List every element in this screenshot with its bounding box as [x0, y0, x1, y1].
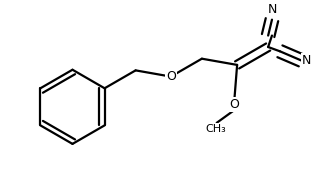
Text: N: N: [267, 3, 277, 16]
Text: O: O: [166, 70, 176, 83]
Text: CH₃: CH₃: [205, 124, 226, 134]
Text: O: O: [230, 98, 239, 111]
Text: N: N: [302, 54, 311, 67]
